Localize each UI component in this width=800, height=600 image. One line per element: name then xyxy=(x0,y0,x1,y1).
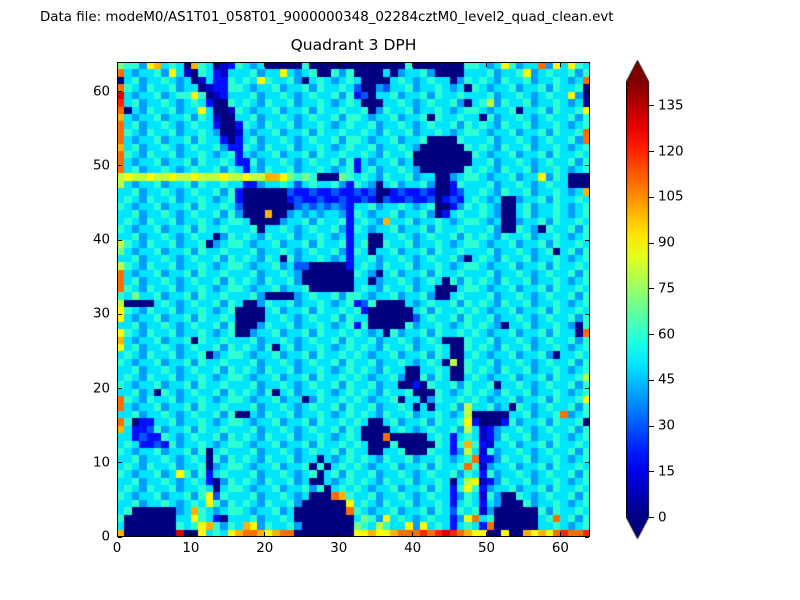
y-tick-mark xyxy=(585,91,589,93)
colorbar-tick-label: 45 xyxy=(658,372,676,388)
colorbar-tick-mark xyxy=(649,151,654,153)
x-tick-mark xyxy=(338,63,340,67)
y-tick-mark xyxy=(118,462,122,464)
y-tick-label: 60 xyxy=(92,84,110,100)
y-tick-label: 30 xyxy=(92,306,110,322)
colorbar-tick-label: 105 xyxy=(658,189,684,205)
x-tick-label: 40 xyxy=(404,541,422,556)
y-tick-mark xyxy=(118,239,122,241)
y-tick-mark xyxy=(585,462,589,464)
x-tick-mark xyxy=(264,63,266,67)
colorbar-tick-label: 0 xyxy=(658,510,667,525)
x-tick-mark xyxy=(412,63,414,67)
plot-title: Quadrant 3 DPH xyxy=(290,36,417,54)
colorbar-tick-label: 75 xyxy=(658,281,676,297)
colorbar-tick-mark xyxy=(649,379,654,381)
x-tick-label: 60 xyxy=(551,541,569,556)
y-tick-mark xyxy=(585,388,589,390)
y-tick-mark xyxy=(585,536,589,538)
colorbar-tick-label: 90 xyxy=(658,235,676,251)
x-tick-label: 10 xyxy=(182,541,200,556)
x-tick-label: 20 xyxy=(256,541,274,556)
colorbar-tick-mark xyxy=(649,288,654,290)
y-tick-label: 0 xyxy=(101,529,110,545)
x-tick-mark xyxy=(190,532,192,536)
colorbar-tick-label: 30 xyxy=(658,418,676,434)
x-tick-mark xyxy=(116,63,118,67)
x-tick-mark xyxy=(559,63,561,67)
y-tick-label: 40 xyxy=(92,232,110,248)
colorbar-tick-mark xyxy=(649,242,654,244)
y-tick-mark xyxy=(118,388,122,390)
colorbar-tick-mark xyxy=(649,105,654,107)
colorbar-tick-label: 60 xyxy=(658,327,676,343)
colorbar-tick-mark xyxy=(649,196,654,198)
colorbar-canvas xyxy=(626,59,656,544)
y-tick-label: 50 xyxy=(92,158,110,174)
x-tick-mark xyxy=(338,532,340,536)
y-tick-mark xyxy=(118,165,122,167)
x-tick-label: 50 xyxy=(478,541,496,556)
colorbar-tick-label: 120 xyxy=(658,144,684,160)
x-tick-mark xyxy=(559,532,561,536)
datafile-header: Data file: modeM0/AS1T01_058T01_90000003… xyxy=(40,10,614,25)
y-tick-mark xyxy=(118,313,122,315)
colorbar-tick-mark xyxy=(649,471,654,473)
x-tick-mark xyxy=(486,532,488,536)
x-tick-mark xyxy=(264,532,266,536)
y-tick-label: 20 xyxy=(92,381,110,397)
y-tick-mark xyxy=(118,536,122,538)
y-tick-mark xyxy=(585,165,589,167)
y-tick-mark xyxy=(585,239,589,241)
x-tick-label: 0 xyxy=(112,541,122,556)
colorbar-tick-mark xyxy=(649,425,654,427)
x-tick-mark xyxy=(116,532,118,536)
y-tick-label: 10 xyxy=(92,455,110,471)
colorbar-tick-label: 135 xyxy=(658,98,684,114)
x-tick-mark xyxy=(190,63,192,67)
heatmap-canvas xyxy=(117,62,590,537)
colorbar-tick-label: 15 xyxy=(658,464,676,480)
x-tick-mark xyxy=(412,532,414,536)
y-tick-mark xyxy=(585,313,589,315)
colorbar-tick-mark xyxy=(649,334,654,336)
y-tick-mark xyxy=(118,91,122,93)
x-tick-mark xyxy=(486,63,488,67)
colorbar-tick-mark xyxy=(649,517,654,518)
x-tick-label: 30 xyxy=(330,541,348,556)
